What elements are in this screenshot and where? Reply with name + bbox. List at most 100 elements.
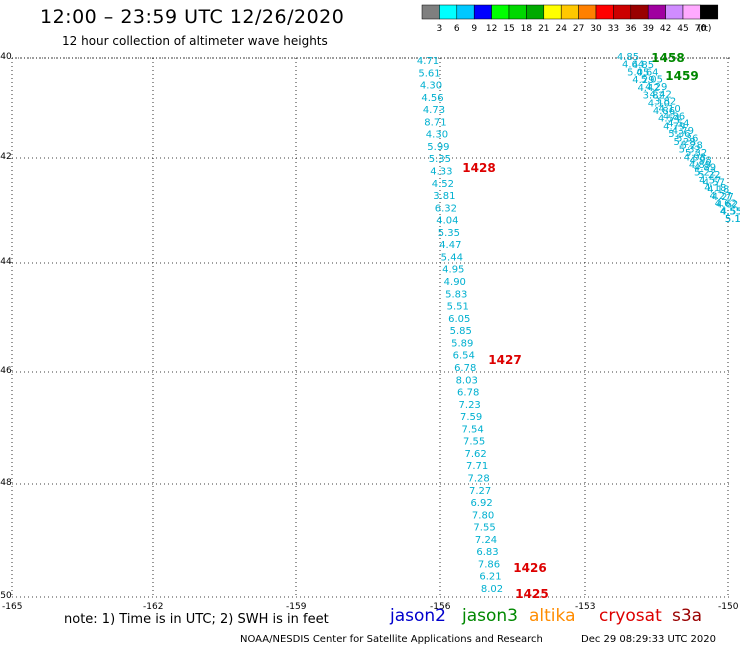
wave-height-value: 7.28 <box>467 473 489 484</box>
wave-height-value: 6.92 <box>470 498 492 509</box>
wave-height-value: 4.89 <box>689 160 711 171</box>
wave-height-value: 5.99 <box>427 142 449 153</box>
wave-height-value: 4.18 <box>704 183 726 194</box>
scale-label: 21 <box>538 24 549 34</box>
wave-height-value: 4.10 <box>648 98 670 109</box>
wave-height-value: 4.73 <box>423 105 445 116</box>
wave-height-value: 4.27 <box>712 192 734 203</box>
wave-height-value: 4.98 <box>689 155 711 166</box>
track-time-label: 1458 <box>651 51 684 65</box>
wave-height-value: 6.32 <box>435 203 457 214</box>
wave-height-value: 4.90 <box>444 277 466 288</box>
wave-height-value: 5.36 <box>668 129 690 140</box>
scale-label: 27 <box>573 24 584 34</box>
wave-height-value: 4.10 <box>658 104 680 115</box>
wave-height-value: 5.13 <box>725 214 740 225</box>
wave-height-value: 3.81 <box>433 191 455 202</box>
wave-height-value: 4.62 <box>716 199 738 210</box>
wave-height-value: 7.80 <box>472 510 494 521</box>
footer-credit: NOAA/NESDIS Center for Satellite Applica… <box>240 634 543 645</box>
wave-height-value: 4.71 <box>417 56 439 67</box>
latitude-label: -48 <box>0 478 12 488</box>
wave-height-value: 8.03 <box>456 375 478 386</box>
wave-height-value: 5.28 <box>681 141 703 152</box>
wave-height-value: 4.79 <box>672 126 694 137</box>
wave-height-value: 6.78 <box>457 388 479 399</box>
wave-height-value: 4.57 <box>703 177 725 188</box>
wave-height-value: 4.42 <box>637 83 659 94</box>
wave-height-value: 5.51 <box>447 302 469 313</box>
wave-height-value: 4.56 <box>421 93 443 104</box>
wave-height-value: 4.55 <box>720 206 740 217</box>
wave-height-value: 5.83 <box>445 289 467 300</box>
wave-height-value: 4.64 <box>622 60 644 71</box>
wave-height-value: 6.21 <box>479 572 501 583</box>
wave-height-value: 7.86 <box>478 559 500 570</box>
wave-height-value: 4.33 <box>430 167 452 178</box>
longitude-label: -156 <box>430 602 451 612</box>
track-time-label: 1427 <box>488 353 521 367</box>
wave-height-value: 4.57 <box>699 175 721 186</box>
wave-height-value: 4.55 <box>720 207 740 218</box>
scale-swatch <box>700 4 719 20</box>
longitude-label: -159 <box>286 602 307 612</box>
wave-height-value: 4.64 <box>636 67 658 78</box>
track-time-label: 1425 <box>515 587 548 601</box>
latitude-label: -50 <box>0 591 12 601</box>
wave-height-value: 5.35 <box>438 228 460 239</box>
wave-height-value: 4.62 <box>715 199 737 210</box>
wave-height-value: 4.27 <box>709 191 731 202</box>
wave-height-value: 5.35 <box>429 154 451 165</box>
scale-label: 9 <box>471 24 477 34</box>
scale-label: 3 <box>437 24 443 34</box>
wave-height-value: 5.22 <box>694 168 716 179</box>
wave-height-value: 7.55 <box>463 437 485 448</box>
map-title: 12:00 – 23:59 UTC 12/26/2020 <box>40 6 345 28</box>
wave-height-value: 4.95 <box>442 265 464 276</box>
scale-label: 45 <box>677 24 688 34</box>
wave-height-value: 5.85 <box>450 326 472 337</box>
satellite-altika: altika <box>529 606 576 626</box>
wave-height-value: 3.82 <box>643 91 665 102</box>
wave-height-value: 4.79 <box>663 121 685 132</box>
scale-label: 39 <box>642 24 654 34</box>
wave-height-value: 4.54 <box>658 114 680 125</box>
wave-height-value: 5.28 <box>673 137 695 148</box>
wave-height-value: 7.55 <box>473 523 495 534</box>
wave-height-value: 4.30 <box>426 130 448 141</box>
longitude-label: -162 <box>143 602 164 612</box>
wave-height-value: 4.85 <box>632 60 654 71</box>
wave-height-value: 6.78 <box>454 363 476 374</box>
wave-height-value: 8.71 <box>424 117 446 128</box>
footer-timestamp: Dec 29 08:29:33 UTC 2020 <box>581 634 716 645</box>
wave-height-value: 7.24 <box>475 535 497 546</box>
longitude-label: -165 <box>2 602 23 612</box>
wave-height-value: 5.32 <box>685 148 707 159</box>
wave-height-value: 6.05 <box>448 314 470 325</box>
wave-height-value: 7.27 <box>469 486 491 497</box>
wave-height-value: 4.98 <box>684 152 706 163</box>
track-time-label: 1426 <box>513 561 546 575</box>
scale-label: 33 <box>608 24 619 34</box>
scale-label: 24 <box>555 24 567 34</box>
wave-height-value: 4.89 <box>694 163 716 174</box>
satellite-jason2: jason2 <box>390 606 446 626</box>
wave-height-value: 7.54 <box>462 424 484 435</box>
latitude-label: -40 <box>0 52 12 62</box>
wave-height-value: 5.36 <box>676 133 698 144</box>
wave-height-value: 4.29 <box>632 75 654 86</box>
scale-label: 36 <box>625 24 637 34</box>
wave-height-value: 5.61 <box>418 68 440 79</box>
wave-height-value: 5.89 <box>451 338 473 349</box>
latitude-label: -46 <box>0 366 12 376</box>
scale-label: 18 <box>521 24 533 34</box>
latitude-label: -44 <box>0 257 12 267</box>
scale-label: 6 <box>454 24 460 34</box>
scale-label: 30 <box>590 24 602 34</box>
wave-height-value: 8.02 <box>481 584 503 595</box>
wave-height-value: 4.42 <box>650 89 672 100</box>
scale-unit: (ft) <box>698 24 712 34</box>
satellite-s3a: s3a <box>672 606 703 626</box>
wave-height-value: 4.30 <box>420 81 442 92</box>
